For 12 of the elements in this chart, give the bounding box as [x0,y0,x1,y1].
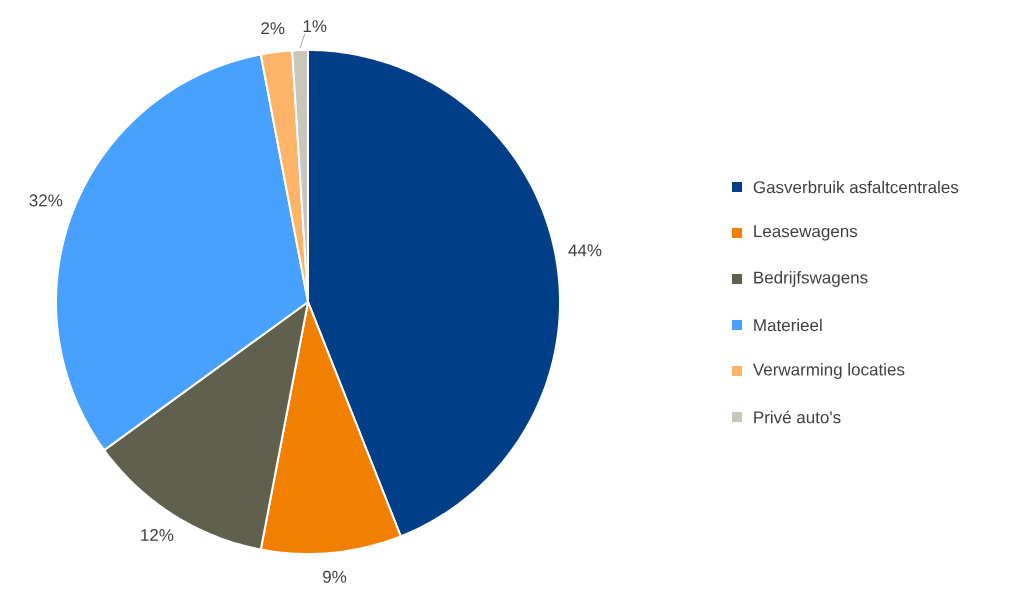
data-label: 1% [303,20,327,33]
data-label: 32% [29,194,63,207]
legend-label: Bedrijfswagens [754,271,868,287]
legend-label: Privé auto's [754,410,841,424]
legend-label: Gasverbruik asfaltcentrales [753,180,959,194]
legend-label: Materieel [754,318,822,332]
legend-label: Verwarming locaties [752,363,905,379]
data-label: 2% [261,22,285,35]
data-label: 44% [568,244,602,257]
data-label: 12% [141,529,174,541]
legend-label: Leasewagens [754,225,858,241]
data-label: 9% [323,570,347,583]
